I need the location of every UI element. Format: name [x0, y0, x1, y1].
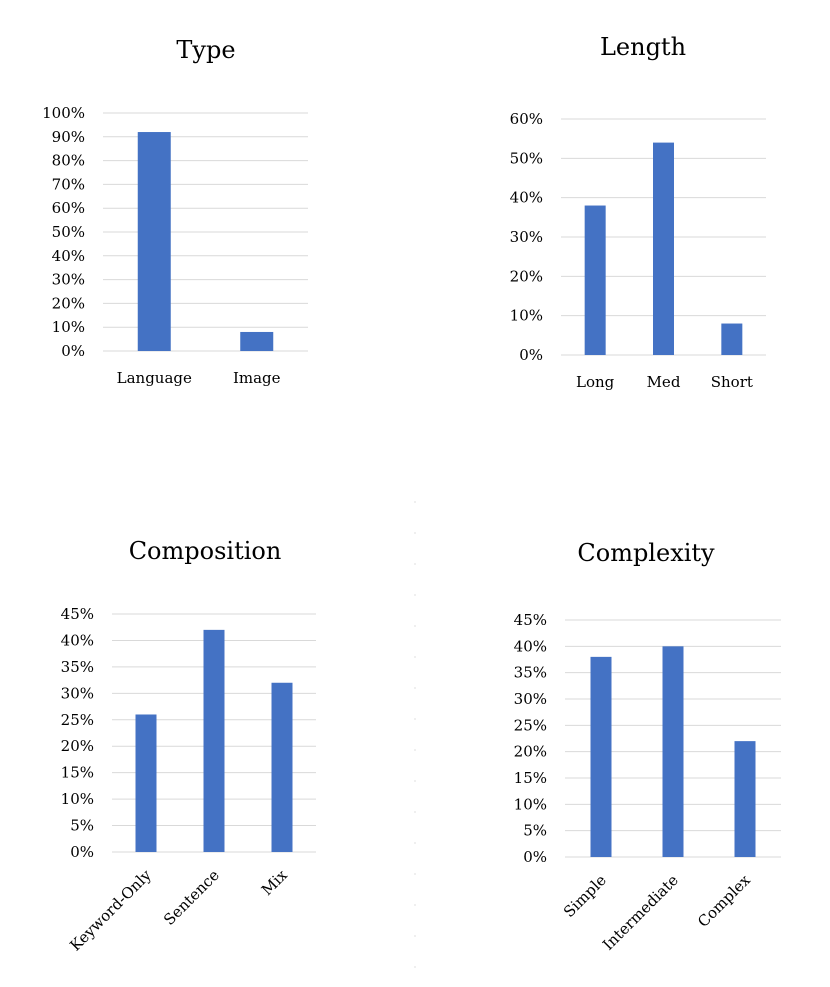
bar: [662, 646, 684, 857]
y-tick-label: 25%: [514, 716, 547, 734]
y-tick-label: 40%: [52, 247, 85, 265]
divider-dot: [414, 811, 416, 813]
divider-dot: [414, 780, 416, 782]
chart-panel-4: Complexity 0% 5% 10% 15% 20% 25% 30% 35% 40% 45% Si…: [514, 539, 781, 954]
y-tick-label: 50%: [52, 223, 85, 241]
y-tick-label: 0%: [523, 848, 547, 866]
y-tick-label: 60%: [52, 199, 85, 217]
divider-dot: [414, 501, 416, 503]
bar: [271, 682, 293, 852]
chart-panel-3: Composition 0% 5% 10% 15% 20% 25% 30% 35% 40% 45% K…: [61, 537, 316, 955]
x-tick-label: Long: [576, 373, 615, 391]
divider-dot: [414, 873, 416, 875]
chart-panel-1: Type 0% 10% 20% 30% 40% 50% 60% 70% 80% 90% 100% Lan…: [42, 36, 308, 387]
y-tick-label: 0%: [519, 346, 543, 364]
x-tick-label: Sentence: [160, 866, 223, 929]
y-tick-label: 30%: [61, 684, 94, 702]
y-tick-label: 10%: [61, 790, 94, 808]
x-tick-label: Simple: [560, 871, 610, 921]
bar: [137, 132, 171, 351]
bar: [135, 714, 157, 852]
y-tick-label: 15%: [61, 764, 94, 782]
y-tick-label: 20%: [514, 743, 547, 761]
y-tick-label: 20%: [61, 737, 94, 755]
x-tick-label: Med: [647, 373, 681, 391]
x-tick-label: Short: [711, 373, 753, 391]
x-tick-label: Complex: [694, 871, 754, 931]
y-tick-label: 50%: [510, 149, 543, 167]
bar: [590, 656, 612, 857]
y-tick-label: 40%: [514, 637, 547, 655]
y-tick-label: 30%: [52, 271, 85, 289]
chart-title: Length: [600, 33, 686, 61]
y-tick-label: 25%: [61, 711, 94, 729]
y-tick-label: 40%: [510, 189, 543, 207]
bar: [240, 331, 274, 351]
chart-title: Composition: [129, 537, 282, 565]
y-tick-label: 10%: [510, 307, 543, 325]
x-tick-label: Image: [233, 369, 281, 387]
chart-title: Type: [176, 36, 235, 64]
y-tick-label: 5%: [523, 822, 547, 840]
divider-dot: [414, 563, 416, 565]
divider-dot: [414, 904, 416, 906]
bar: [721, 323, 743, 355]
y-tick-label: 45%: [514, 611, 547, 629]
y-tick-label: 10%: [52, 318, 85, 336]
divider-dot: [414, 594, 416, 596]
divider-dot: [414, 656, 416, 658]
y-tick-label: 5%: [70, 817, 94, 835]
y-tick-label: 40%: [61, 631, 94, 649]
y-tick-label: 30%: [514, 690, 547, 708]
divider-dot: [414, 842, 416, 844]
bar: [584, 205, 606, 355]
y-tick-label: 10%: [514, 795, 547, 813]
x-tick-label: Mix: [258, 866, 291, 899]
y-tick-label: 100%: [42, 104, 85, 122]
y-tick-label: 70%: [52, 175, 85, 193]
x-tick-label: Keyword-Only: [66, 866, 155, 955]
y-tick-label: 60%: [510, 110, 543, 128]
x-tick-label: Intermediate: [599, 871, 682, 954]
divider-dot: [414, 749, 416, 751]
y-tick-label: 0%: [61, 342, 85, 360]
y-tick-label: 15%: [514, 769, 547, 787]
y-tick-label: 20%: [52, 294, 85, 312]
chart-panel-2: Length 0% 10% 20% 30% 40% 50% 60% Long Med Short: [510, 33, 766, 391]
y-tick-label: 90%: [52, 128, 85, 146]
y-tick-label: 20%: [510, 267, 543, 285]
y-tick-label: 80%: [52, 152, 85, 170]
bar: [734, 741, 756, 857]
divider-dot: [414, 718, 416, 720]
y-tick-label: 35%: [514, 664, 547, 682]
divider-dot: [414, 625, 416, 627]
x-tick-label: Language: [117, 369, 192, 387]
divider-dot: [414, 532, 416, 534]
bar: [203, 629, 225, 852]
bar: [653, 142, 674, 355]
y-tick-label: 35%: [61, 658, 94, 676]
divider-dot: [414, 966, 416, 968]
chart-title: Complexity: [577, 539, 715, 567]
y-tick-label: 30%: [510, 228, 543, 246]
divider-dot: [414, 935, 416, 937]
y-tick-label: 45%: [61, 605, 94, 623]
divider-dot: [414, 687, 416, 689]
y-tick-label: 0%: [70, 843, 94, 861]
